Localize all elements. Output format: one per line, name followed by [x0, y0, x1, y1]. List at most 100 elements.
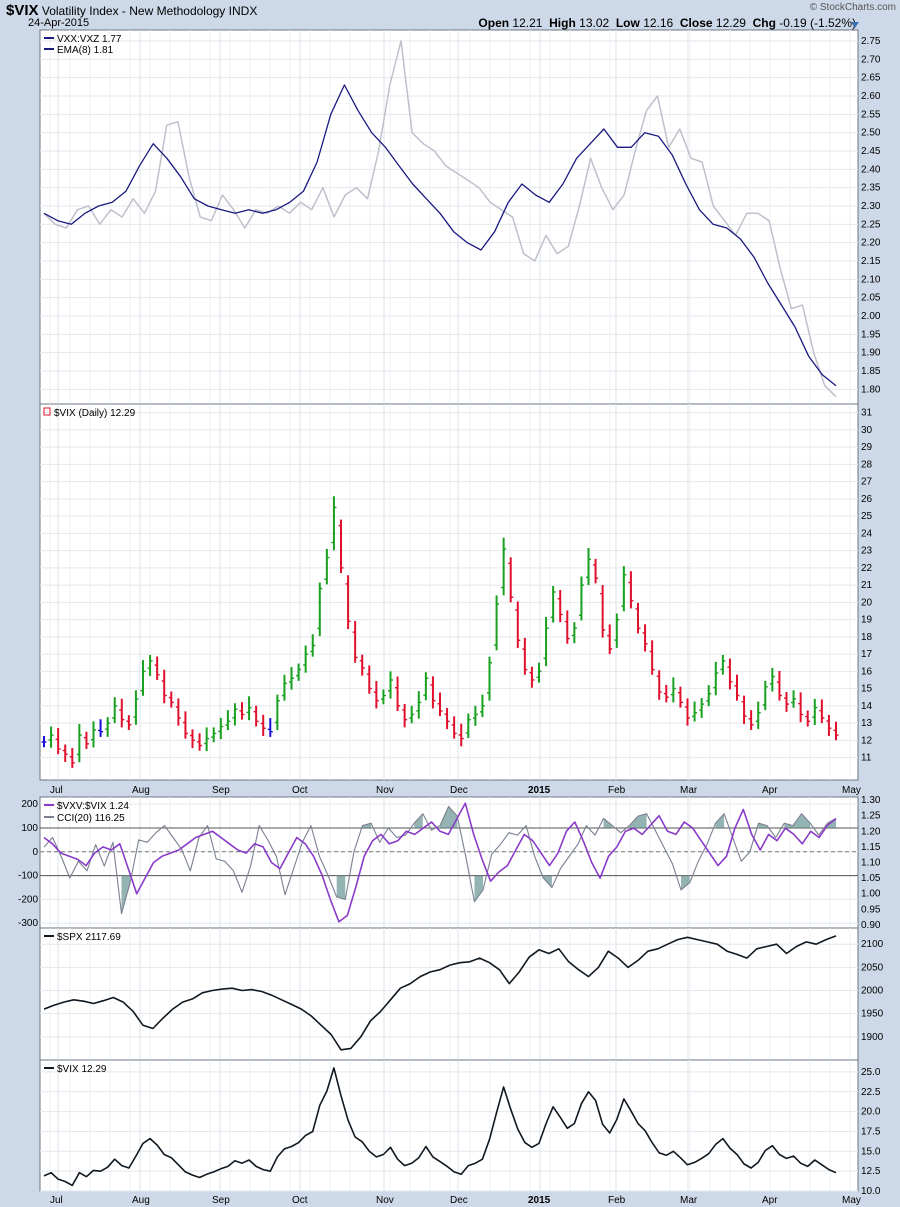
ohlc-bar [670, 677, 676, 703]
open-value: 12.21 [512, 16, 543, 30]
y-tick-label: 1.20 [861, 826, 881, 837]
x-tick-label: Sep [212, 1195, 230, 1206]
ohlc-bar [812, 698, 818, 725]
y-tick-label: 16 [861, 666, 873, 677]
ohlc-bar [69, 748, 75, 768]
ohlc-bar [395, 676, 401, 712]
ohlc-bar [769, 667, 775, 692]
ohlc-bar [168, 691, 174, 708]
cci-fill [362, 823, 372, 828]
y-tick-label: 17.5 [861, 1126, 881, 1137]
ohlc-bar [720, 654, 726, 675]
ohlc-bar [359, 654, 365, 676]
ohlc-bar [819, 699, 825, 724]
y-tick-label: 18 [861, 632, 873, 643]
y-tick-label: 0 [32, 847, 38, 858]
ohlc-bar [451, 716, 457, 739]
ohlc-bar [755, 701, 761, 729]
ohlc-bar [444, 708, 450, 730]
vix-line-panel [39, 1059, 859, 1192]
ohlc-bar [338, 519, 344, 574]
ohlc-bar [487, 656, 492, 701]
y-tick-label: 1950 [861, 1009, 884, 1020]
ohlc-bar [430, 676, 436, 709]
y-tick-label: 100 [21, 823, 38, 834]
x-tick-label: Nov [376, 1195, 394, 1206]
ohlc-bar [154, 656, 160, 680]
ohlc-bar [260, 714, 266, 737]
y-tick-label: 2000 [861, 986, 884, 997]
ohlc-bar [416, 691, 422, 719]
vix-ohlc-panel [39, 403, 859, 781]
ohlc-bar [677, 686, 683, 708]
ohlc-bar [76, 723, 82, 763]
ohlc-bar [324, 548, 330, 585]
y-tick-label: 2050 [861, 962, 884, 973]
y-tick-label: 11 [861, 753, 872, 764]
ohlc-bar [727, 658, 733, 690]
ohlc-bar [501, 537, 507, 596]
ohlc-bar [98, 719, 104, 737]
legend-item: $SPX 2117.69 [57, 932, 121, 943]
ohlc-bar [133, 690, 139, 725]
cci-fill [681, 875, 690, 890]
ohlc-bar [225, 710, 231, 731]
high-value: 13.02 [579, 16, 610, 30]
y-tick-label: 25.0 [861, 1067, 881, 1078]
cci-fill [336, 875, 346, 900]
ohlc-bar [776, 670, 782, 701]
chart-title: $VIX Volatility Index - New Methodology … [6, 2, 257, 19]
ohlc-bar [197, 733, 203, 751]
ohlc-bar [614, 613, 620, 648]
y-tick-label: 2.10 [861, 274, 881, 285]
y-tick-label: 1.15 [861, 842, 881, 853]
ohlc-bar [119, 698, 125, 728]
exchange: INDX [228, 4, 258, 18]
ohlc-bar [536, 662, 542, 683]
ohlc-bar [105, 717, 111, 737]
x-tick-label: Oct [292, 785, 308, 796]
ohlc-bar [635, 602, 641, 634]
ohlc-bar [699, 698, 705, 718]
ohlc-bar [557, 590, 563, 623]
x-tick-label: Feb [608, 785, 626, 796]
ohlc-bar [529, 666, 535, 688]
chart-date: 24-Apr-2015 [28, 17, 90, 29]
ohlc-bar [211, 727, 217, 743]
y-tick-label: 17 [861, 649, 873, 660]
ohlc-bar [352, 620, 358, 663]
ohlc-bar [706, 685, 712, 707]
spx-panel [39, 927, 859, 1061]
series-line-vxv-vix [43, 802, 837, 923]
legend-item: VXX:VXZ 1.77 [57, 34, 122, 45]
ohlc-bar [267, 718, 273, 737]
cci-fill [784, 823, 793, 828]
y-tick-label: 22 [861, 563, 873, 574]
ohlc-bar [437, 692, 443, 717]
ohlc-bar [685, 698, 690, 726]
ohlc-bar [161, 669, 167, 704]
y-tick-label: 2.40 [861, 164, 881, 175]
y-tick-label: 1.10 [861, 858, 881, 869]
ohlc-bar [317, 582, 323, 637]
legend-item: CCI(20) 116.25 [57, 813, 125, 824]
ohlc-bar [182, 711, 188, 739]
x-tick-label: Jul [50, 1195, 63, 1206]
y-tick-label: 2.25 [861, 219, 881, 230]
cci-fill [474, 875, 484, 902]
ohlc-bar [571, 622, 577, 644]
ohlc-bar [564, 610, 570, 644]
ohlc-bar [281, 674, 287, 701]
chevron-down-icon[interactable] [851, 22, 859, 28]
ohlc-bar [409, 705, 415, 724]
ohlc-bar [274, 694, 280, 731]
ohlc-bar [522, 637, 528, 675]
cci-fill [758, 823, 768, 828]
y-tick-label: 24 [861, 528, 873, 539]
ohlc-bar [48, 726, 54, 748]
ohlc-bar [147, 654, 153, 676]
series-line-ratio [43, 40, 837, 398]
ohlc-bar [175, 698, 181, 726]
candle-icon [43, 407, 51, 416]
y-tick-label: 0.90 [861, 920, 881, 931]
